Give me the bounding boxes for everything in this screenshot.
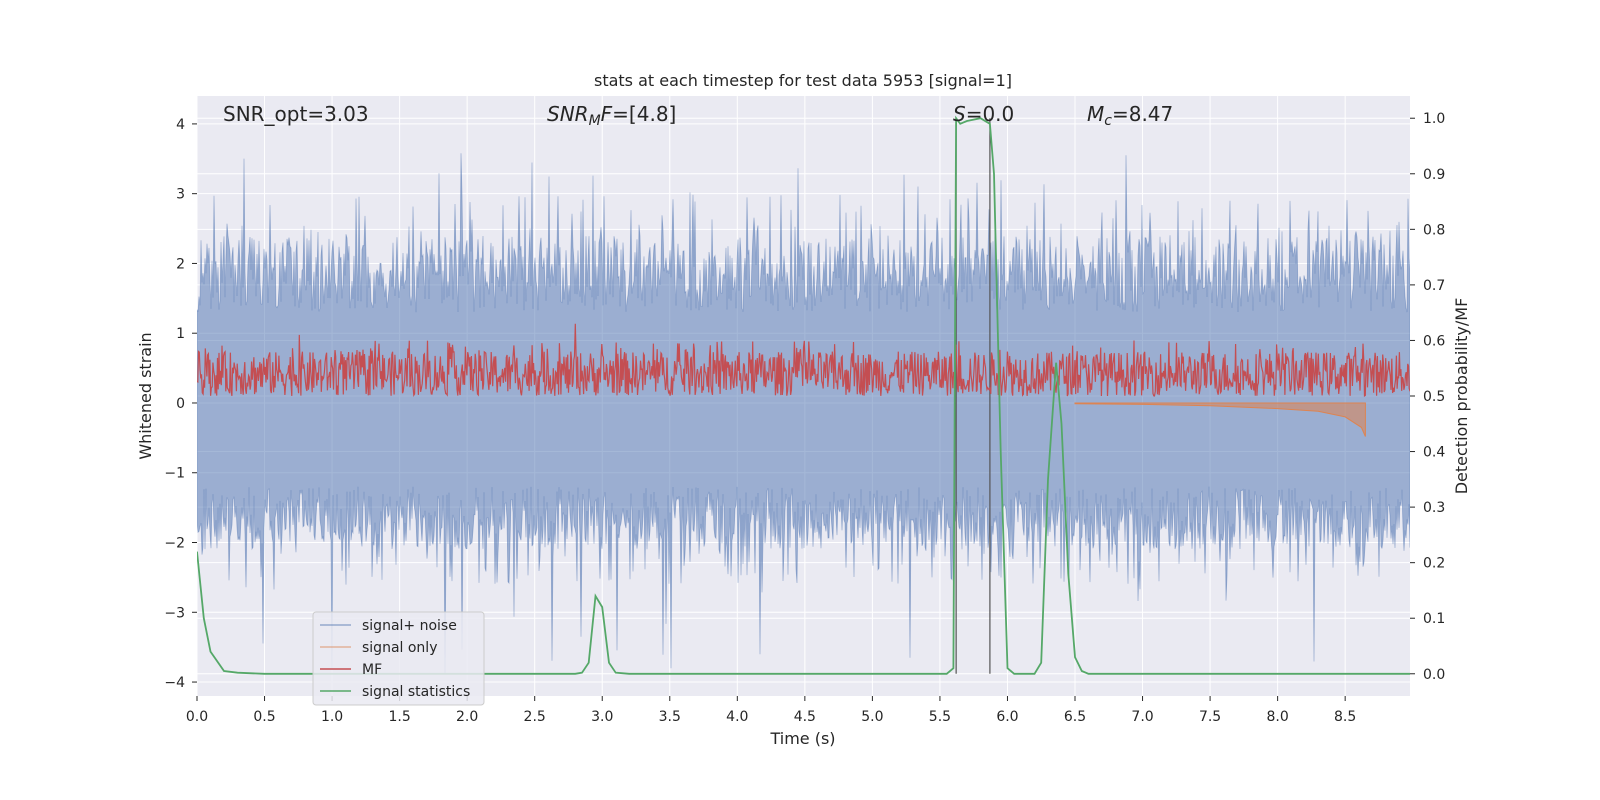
y2-tick-label: 0.7 [1423,278,1445,294]
legend-entry-mf: MF [320,662,382,678]
x-tick-label: 0.0 [186,709,208,725]
x-tick-label: 4.5 [794,709,816,725]
y2-tick-label: 0.9 [1423,167,1445,183]
y-tick-label: −4 [164,675,185,691]
x-tick-label: 5.5 [929,709,951,725]
y-tick-label: 3 [176,187,185,203]
legend-label: signal statistics [362,684,470,700]
legend: signal+ noise signal only MF signal stat… [312,611,485,706]
x-tick-label: 0.5 [253,709,275,725]
x-tick-label: 8.5 [1334,709,1356,725]
y-tick-label: 0 [176,396,185,412]
y2-tick-label: 0.1 [1423,611,1445,627]
series-signal-noise [197,153,1410,675]
x-tick-label: 6.5 [1064,709,1086,725]
chart-title: stats at each timestep for test data 595… [594,71,1012,90]
series-signal-only [1074,402,1366,437]
y2-tick-label: 0.4 [1423,445,1445,461]
annotation-mc: Mc=8.47 [1087,102,1173,129]
x-tick-label: 4.0 [726,709,748,725]
x-tick-label: 8.0 [1266,709,1288,725]
y2-axis-label: Detection probability/MF [1452,298,1471,495]
y2-axis-ticks: 0.0 0.1 0.2 0.3 0.4 0.5 0.6 0.7 0.8 0.9 1.0 [1410,111,1445,683]
x-tick-label: 7.5 [1199,709,1221,725]
x-tick-label: 3.5 [659,709,681,725]
y-tick-label: −1 [164,466,185,482]
y-tick-label: 2 [176,256,185,272]
legend-label: signal+ noise [362,618,457,634]
series-layer [197,115,1410,675]
annotation-s: S=0.0 [953,102,1014,126]
series-mf [197,323,1410,398]
y-tick-label: −3 [164,605,185,621]
x-axis-ticks: 0.0 0.5 1.0 1.5 2.0 2.5 3.0 3.5 4.0 4.5 5.0 5.5 6.0 6… [186,696,1356,725]
x-tick-label: 6.0 [996,709,1018,725]
y-axis-ticks: −4 −3 −2 −1 0 1 2 3 4 [164,117,197,691]
annotations: SNR_opt=3.03 SNRMF=[4.8] S=0.0 Mc=8.47 [223,102,1173,129]
x-tick-label: 3.0 [591,709,613,725]
y2-tick-label: 0.2 [1423,556,1445,572]
legend-label: signal only [362,640,437,656]
y2-tick-label: 0.5 [1423,389,1445,405]
annotation-snr-opt: SNR_opt=3.03 [223,102,369,126]
y2-tick-label: 0.0 [1423,667,1445,683]
y-tick-label: 1 [176,326,185,342]
x-tick-label: 2.5 [524,709,546,725]
legend-entry-signal-statistics: signal statistics [320,684,470,700]
legend-label: MF [362,662,382,678]
legend-entry-signal-only: signal only [320,640,437,656]
y2-tick-label: 1.0 [1423,111,1445,127]
x-axis-label: Time (s) [769,729,835,748]
legend-entry-signal-noise: signal+ noise [320,618,457,634]
y-axis-label: Whitened strain [136,332,155,459]
x-tick-label: 1.0 [321,709,343,725]
y-tick-label: −2 [164,536,185,552]
y2-tick-label: 0.6 [1423,333,1445,349]
legend-box [312,611,485,706]
x-tick-label: 7.0 [1131,709,1153,725]
x-tick-label: 5.0 [861,709,883,725]
y2-tick-label: 0.3 [1423,500,1445,516]
y2-tick-label: 0.8 [1423,222,1445,238]
x-tick-label: 1.5 [388,709,410,725]
x-tick-label: 2.0 [456,709,478,725]
annotation-snr-mf: SNRMF=[4.8] [547,102,676,129]
y-tick-label: 4 [176,117,185,133]
